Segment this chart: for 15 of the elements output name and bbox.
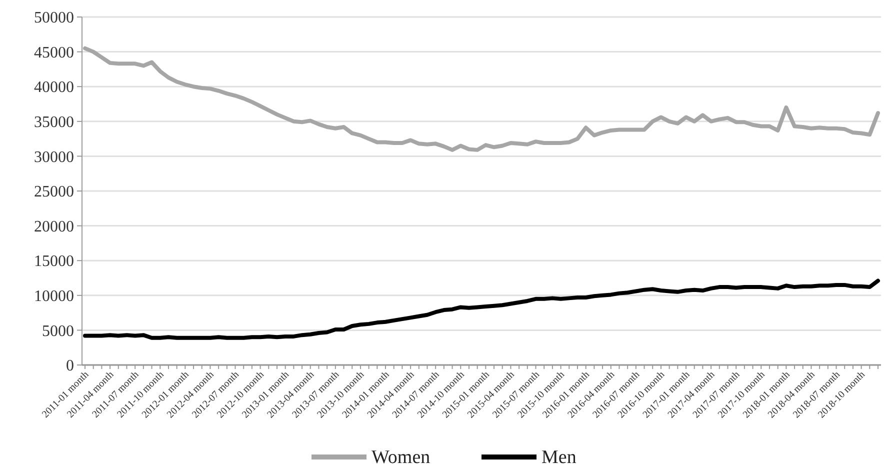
y-tick-label: 35000	[34, 114, 74, 131]
legend-label: Men	[542, 447, 577, 468]
y-tick-label: 20000	[34, 218, 74, 236]
legend-label: Women	[372, 447, 431, 468]
y-tick-label: 40000	[34, 79, 74, 96]
y-tick-label: 10000	[34, 288, 74, 305]
y-tick-label: 50000	[34, 10, 74, 27]
y-tick-label: 45000	[34, 44, 74, 62]
y-tick-label: 30000	[34, 148, 74, 166]
y-tick-label: 25000	[34, 184, 74, 201]
y-tick-label: 0	[66, 358, 74, 375]
y-tick-label: 5000	[42, 322, 74, 340]
y-tick-label: 15000	[34, 253, 74, 270]
line-series	[83, 46, 880, 152]
line-series	[83, 278, 880, 340]
